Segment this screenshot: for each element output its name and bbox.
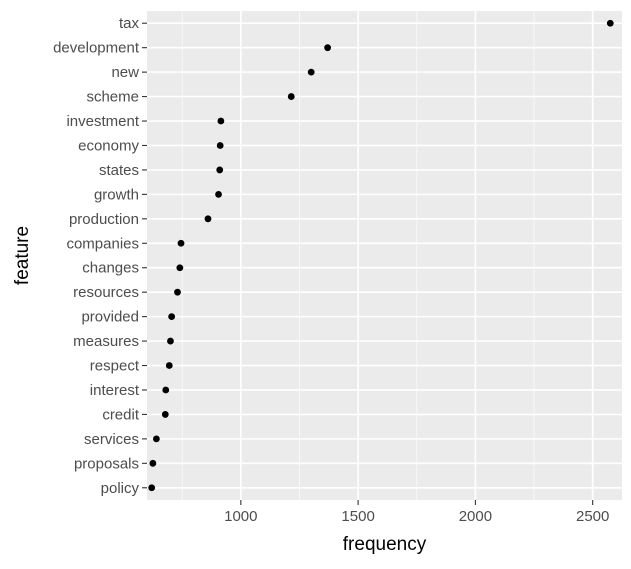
data-point [215,190,222,198]
data-point [287,93,295,100]
y-tick-label: companies [66,235,139,252]
y-tick-label: provided [81,309,139,326]
data-points [148,19,614,492]
y-tick-label: proposals [74,455,139,472]
data-point [161,411,169,418]
y-tick-label: new [111,64,139,81]
y-tick-label: investment [66,113,139,130]
data-point [204,215,212,223]
x-axis-title: frequency [343,534,427,555]
data-point [162,386,170,394]
y-tick-label: resources [73,284,139,301]
data-point [217,117,225,125]
y-tick-label: development [53,40,140,57]
y-tick-label: economy [78,137,139,154]
data-point [148,484,156,492]
y-tick-label: policy [101,480,140,497]
y-tick-label: production [69,211,139,228]
y-tick-label: measures [73,333,139,350]
plot-panel [147,11,622,500]
data-point [174,288,181,296]
data-point [216,142,224,149]
y-tick-label: services [84,431,139,448]
data-point [168,313,176,321]
y-axis-title: feature [12,226,33,285]
data-point [149,459,157,467]
y-tick-label: growth [94,186,139,203]
x-tick-label: 1500 [341,508,374,525]
grid-lines [147,11,622,500]
data-point [324,44,332,52]
data-point [216,166,224,174]
y-tick-label: changes [82,260,139,277]
data-point [177,239,185,247]
x-tick-label: 2000 [459,508,492,525]
axis-ticks: 1000 1500 2000 2500 tax development new scheme i… [53,15,609,525]
data-point [165,362,173,369]
data-point [307,68,315,76]
data-point [167,337,174,345]
data-point [606,19,614,27]
x-tick-label: 1000 [224,508,257,525]
data-point [176,264,184,272]
y-tick-label: interest [90,382,140,399]
data-point [152,435,160,443]
y-tick-label: credit [102,406,140,423]
y-tick-label: scheme [86,89,139,106]
y-tick-label: respect [90,358,140,375]
x-tick-label: 2500 [576,508,609,525]
y-tick-label: states [99,162,139,179]
y-tick-label: tax [119,15,140,32]
